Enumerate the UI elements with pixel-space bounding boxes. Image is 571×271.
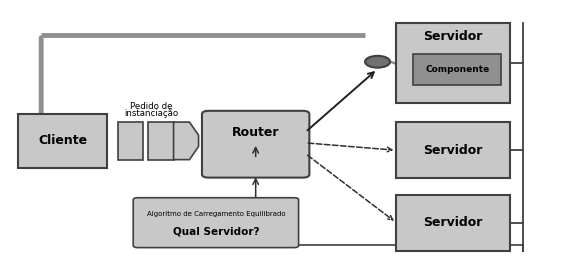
FancyBboxPatch shape: [133, 198, 299, 248]
Bar: [413, 54, 501, 85]
Bar: [118, 122, 143, 160]
FancyBboxPatch shape: [202, 111, 309, 178]
Text: Cliente: Cliente: [38, 134, 87, 147]
Text: Qual Servidor?: Qual Servidor?: [172, 227, 259, 237]
Text: instanciação: instanciação: [124, 109, 179, 118]
Text: Componente: Componente: [425, 64, 489, 74]
Bar: [396, 195, 510, 251]
Text: Servidor: Servidor: [424, 144, 483, 157]
Polygon shape: [174, 122, 199, 160]
Circle shape: [365, 56, 390, 68]
Text: Router: Router: [232, 126, 279, 139]
Bar: [396, 23, 510, 103]
Text: Pedido de: Pedido de: [130, 102, 172, 111]
Text: Servidor: Servidor: [424, 30, 483, 43]
Bar: [18, 114, 107, 168]
Bar: [396, 122, 510, 178]
Text: Algoritmo de Carregamento Equilibrado: Algoritmo de Carregamento Equilibrado: [147, 211, 285, 217]
Bar: [148, 122, 174, 160]
Text: Servidor: Servidor: [424, 216, 483, 229]
